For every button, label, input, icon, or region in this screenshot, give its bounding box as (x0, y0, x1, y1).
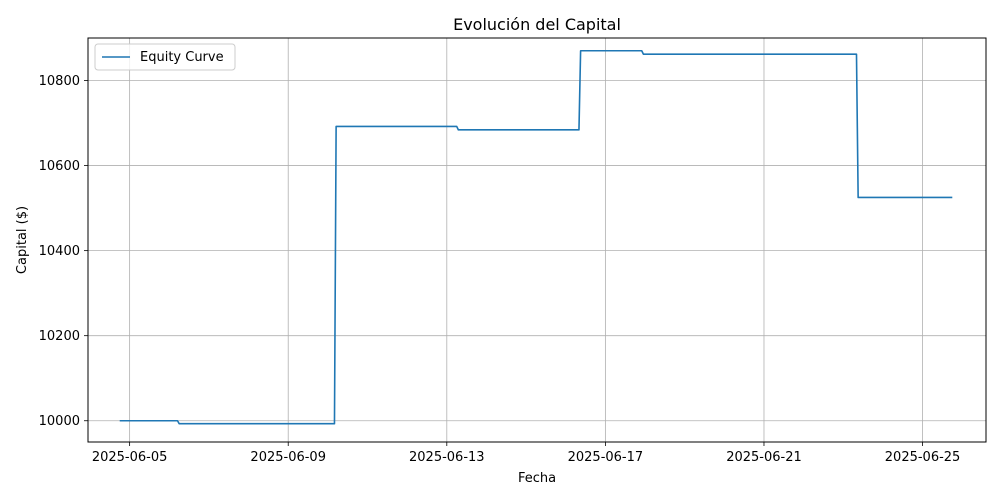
y-tick-label: 10600 (39, 159, 80, 174)
plot-frame (87, 37, 987, 443)
x-axis-ticks: 2025-06-05 2025-06-09 2025-06-13 2025-06-17… (92, 442, 960, 465)
x-axis-label: Fecha (518, 471, 556, 486)
x-tick-label: 2025-06-13 (409, 450, 485, 465)
legend: Equity Curve (94, 43, 236, 71)
x-tick-label: 2025-06-25 (885, 450, 961, 465)
legend-box (94, 43, 236, 71)
y-tick-label: 10000 (39, 414, 80, 429)
y-tick-label: 10200 (39, 329, 80, 344)
x-tick-label: 2025-06-05 (92, 450, 168, 465)
chart-title: Evolución del Capital (453, 15, 621, 34)
y-tick-label: 10400 (39, 244, 80, 259)
x-tick-label: 2025-06-21 (726, 450, 802, 465)
grid (88, 38, 986, 442)
y-tick-label: 10800 (39, 74, 80, 89)
y-axis-label: Capital ($) (15, 206, 30, 274)
x-tick-label: 2025-06-09 (250, 450, 326, 465)
legend-label: Equity Curve (140, 50, 224, 65)
x-tick-label: 2025-06-17 (568, 450, 644, 465)
y-axis-ticks: 10000 10200 10400 10600 10800 (39, 74, 88, 429)
equity-curve-line (119, 49, 953, 425)
plot-area (119, 49, 953, 425)
